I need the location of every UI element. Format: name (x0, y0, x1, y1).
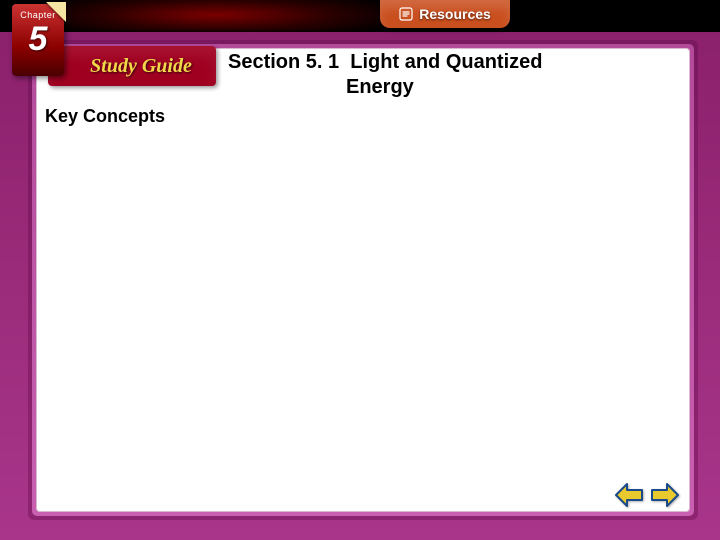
section-title-line1: Light and Quantized (350, 51, 542, 73)
chapter-number: 5 (12, 22, 64, 56)
study-guide-label: Study Guide (90, 55, 192, 78)
arrow-right-icon (650, 482, 680, 508)
prev-arrow-button[interactable] (614, 482, 644, 508)
next-arrow-button[interactable] (650, 482, 680, 508)
study-guide-tab: Study Guide (48, 46, 216, 86)
chapter-badge: Chapter 5 (12, 4, 64, 76)
section-title: Section 5. 1 Light and Quantized Energy (228, 50, 660, 100)
arrow-left-icon (614, 482, 644, 508)
section-prefix: Section 5. 1 (228, 51, 339, 73)
section-title-line2: Energy (346, 75, 660, 100)
key-concepts-heading: Key Concepts (45, 106, 165, 127)
resources-label: Resources (419, 6, 491, 22)
chapter-label: Chapter (12, 10, 64, 20)
nav-arrows (614, 482, 680, 508)
header-bar: Resources (0, 0, 720, 32)
resources-tab[interactable]: Resources (380, 0, 510, 28)
resources-icon (399, 7, 413, 21)
